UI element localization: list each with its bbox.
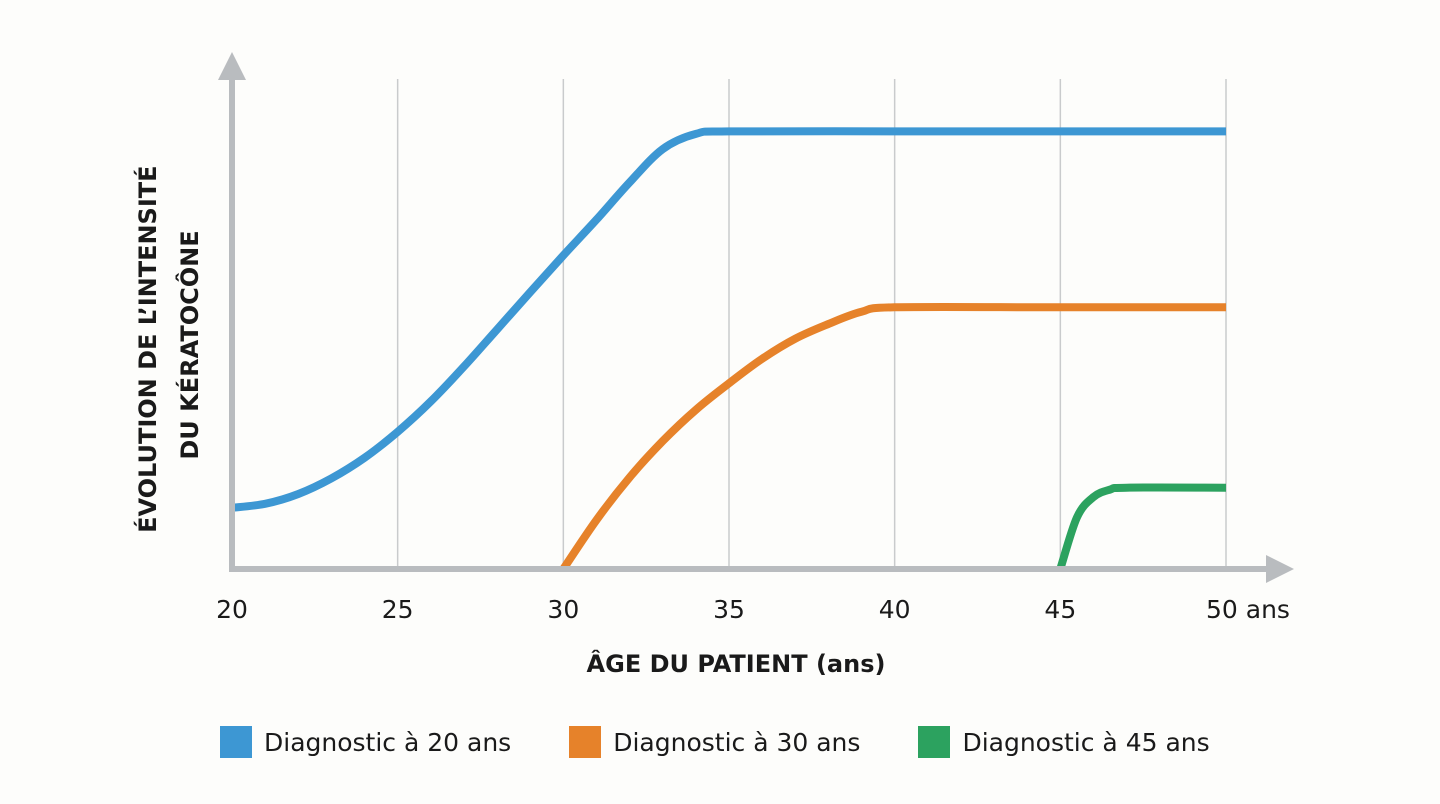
series-line-1 xyxy=(231,127,1226,512)
legend-item-diagnostic-45: Diagnostic à 45 ans xyxy=(918,726,1210,758)
y-axis xyxy=(218,52,246,572)
x-tick-labels: 20 25 30 35 40 45 50 ans xyxy=(216,595,1290,624)
series-layer xyxy=(231,127,1227,572)
x-tick-label: 20 xyxy=(216,595,248,624)
grid-lines xyxy=(396,79,1227,569)
x-tick-label: 25 xyxy=(382,595,414,624)
legend-label: Diagnostic à 20 ans xyxy=(264,727,512,757)
x-tick-label: 40 xyxy=(879,595,911,624)
y-axis-arrow-icon xyxy=(218,52,246,80)
x-tick-label: 50 ans xyxy=(1206,595,1290,624)
y-axis-title: ÉVOLUTION DE L’INTENSITÉ DU KÉRATOCÔNE xyxy=(133,157,204,533)
x-tick-label: 30 xyxy=(547,595,579,624)
legend-swatch-icon xyxy=(569,726,602,758)
y-axis-title-line-2: DU KÉRATOCÔNE xyxy=(174,230,204,459)
legend: Diagnostic à 20 ans Diagnostic à 30 ans … xyxy=(220,724,1268,760)
series-line-2 xyxy=(559,302,1226,572)
legend-item-diagnostic-20: Diagnostic à 20 ans xyxy=(220,726,511,758)
legend-label: Diagnostic à 30 ans xyxy=(613,727,861,757)
x-axis-title: ÂGE DU PATIENT (ans) xyxy=(587,649,886,678)
y-axis-title-line-1: ÉVOLUTION DE L’INTENSITÉ xyxy=(133,165,162,532)
series-line-3 xyxy=(1056,483,1227,571)
x-axis xyxy=(232,555,1294,583)
x-axis-arrow-icon xyxy=(1266,555,1294,583)
legend-label: Diagnostic à 45 ans xyxy=(962,727,1210,757)
x-tick-label: 35 xyxy=(713,595,745,624)
legend-swatch-icon xyxy=(220,726,252,758)
legend-swatch-icon xyxy=(918,726,951,758)
legend-item-diagnostic-30: Diagnostic à 30 ans xyxy=(569,726,860,758)
x-tick-label: 45 xyxy=(1044,595,1076,624)
